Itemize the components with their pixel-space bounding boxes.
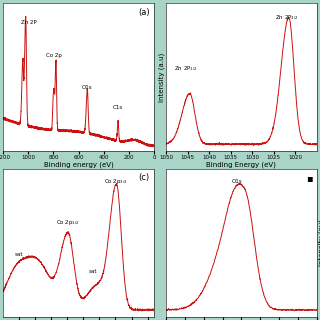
Y-axis label: Intensity (au): Intensity (au) <box>318 219 320 266</box>
X-axis label: Binding Energy (eV): Binding Energy (eV) <box>206 162 276 168</box>
Text: sat: sat <box>89 269 97 274</box>
Text: Zn 2P$_{1/2}$: Zn 2P$_{1/2}$ <box>174 65 197 73</box>
Text: O1s: O1s <box>81 85 92 90</box>
Text: Co 2p$_{3/2}$: Co 2p$_{3/2}$ <box>104 178 127 186</box>
Text: sat: sat <box>15 252 23 257</box>
Text: Co 2p$_{1/2}$: Co 2p$_{1/2}$ <box>56 219 79 227</box>
X-axis label: Binding energy (eV): Binding energy (eV) <box>44 162 114 168</box>
Text: (a): (a) <box>138 8 149 17</box>
Text: Co 2p: Co 2p <box>45 53 61 58</box>
Text: Zn 2P$_{3/2}$: Zn 2P$_{3/2}$ <box>275 14 299 22</box>
Text: ▪: ▪ <box>306 173 312 183</box>
Text: Zn 2P: Zn 2P <box>21 20 37 25</box>
Text: (c): (c) <box>138 173 149 182</box>
Text: O1s: O1s <box>231 180 242 184</box>
Y-axis label: Intensity (a.u): Intensity (a.u) <box>158 52 165 102</box>
Text: C1s: C1s <box>112 105 123 110</box>
